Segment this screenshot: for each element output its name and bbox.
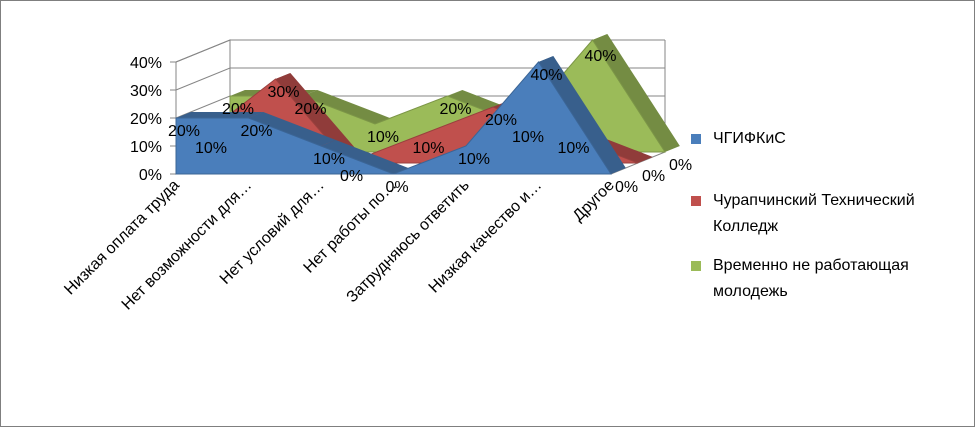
legend-label: Временно не работающая молодежь bbox=[713, 257, 909, 300]
legend-swatch-blue bbox=[691, 134, 701, 144]
legend-swatch-red bbox=[691, 196, 701, 206]
legend-label: Чурапчинский Технический Колледж bbox=[713, 192, 915, 235]
data-label: 20% bbox=[241, 123, 273, 140]
data-label: 10% bbox=[458, 151, 490, 168]
series-top-0 bbox=[321, 139, 409, 174]
x-category-label: Другое bbox=[570, 177, 618, 225]
series-top-2 bbox=[302, 89, 390, 124]
data-label: 0% bbox=[669, 157, 692, 174]
y-tick-label: 20% bbox=[130, 111, 162, 128]
data-label: 10% bbox=[558, 140, 590, 157]
data-label: 40% bbox=[585, 48, 617, 65]
series-layers bbox=[175, 33, 680, 175]
y-tick-label: 30% bbox=[130, 83, 162, 100]
x-category-label: Нет возможности для… bbox=[119, 177, 256, 314]
gridline bbox=[175, 67, 665, 91]
data-label: 10% bbox=[195, 140, 227, 157]
x-category-label: Затрудняюсь ответить bbox=[344, 177, 473, 306]
data-label: 0% bbox=[386, 179, 409, 196]
y-tick-label: 10% bbox=[130, 139, 162, 156]
data-label: 10% bbox=[413, 140, 445, 157]
data-label: 10% bbox=[512, 129, 544, 146]
legend-label: ЧГИФКиС bbox=[713, 130, 786, 147]
series-area-0 bbox=[175, 61, 612, 175]
data-label: 20% bbox=[440, 101, 472, 118]
data-label: 20% bbox=[485, 112, 517, 129]
series-top-1 bbox=[275, 72, 363, 163]
data-label: 10% bbox=[367, 129, 399, 146]
data-label: 20% bbox=[222, 101, 254, 118]
legend-item-youth: Временно не работающая молодежь bbox=[691, 253, 966, 305]
legend-item-chgifkis: ЧГИФКиС bbox=[691, 126, 786, 152]
y-axis-ticks: 0% 10% 20% 30% 40% bbox=[130, 55, 162, 184]
data-label: 10% bbox=[313, 151, 345, 168]
data-label: 30% bbox=[268, 84, 300, 101]
data-label: 0% bbox=[615, 179, 638, 196]
legend-swatch-green bbox=[691, 261, 701, 271]
data-label: 0% bbox=[642, 168, 665, 185]
gridline bbox=[175, 39, 665, 63]
series-top-0 bbox=[538, 55, 626, 175]
x-category-label: Низкая оплата труда bbox=[61, 177, 183, 299]
y-tick-label: 0% bbox=[139, 167, 162, 184]
series-top-0 bbox=[176, 111, 264, 118]
data-label: 20% bbox=[168, 123, 200, 140]
series-top-0 bbox=[248, 111, 336, 146]
series-top-2 bbox=[592, 33, 680, 153]
data-label: 0% bbox=[340, 168, 363, 185]
data-label: 40% bbox=[531, 67, 563, 84]
data-labels: 20% 20%10%20%10%40%0%10%30%0%10%20%10%0%2… bbox=[168, 48, 692, 196]
legend-item-college: Чурапчинский Технический Колледж bbox=[691, 188, 966, 240]
y-tick-label: 40% bbox=[130, 55, 162, 72]
series-0 bbox=[175, 55, 626, 175]
data-label: 20% bbox=[295, 101, 327, 118]
